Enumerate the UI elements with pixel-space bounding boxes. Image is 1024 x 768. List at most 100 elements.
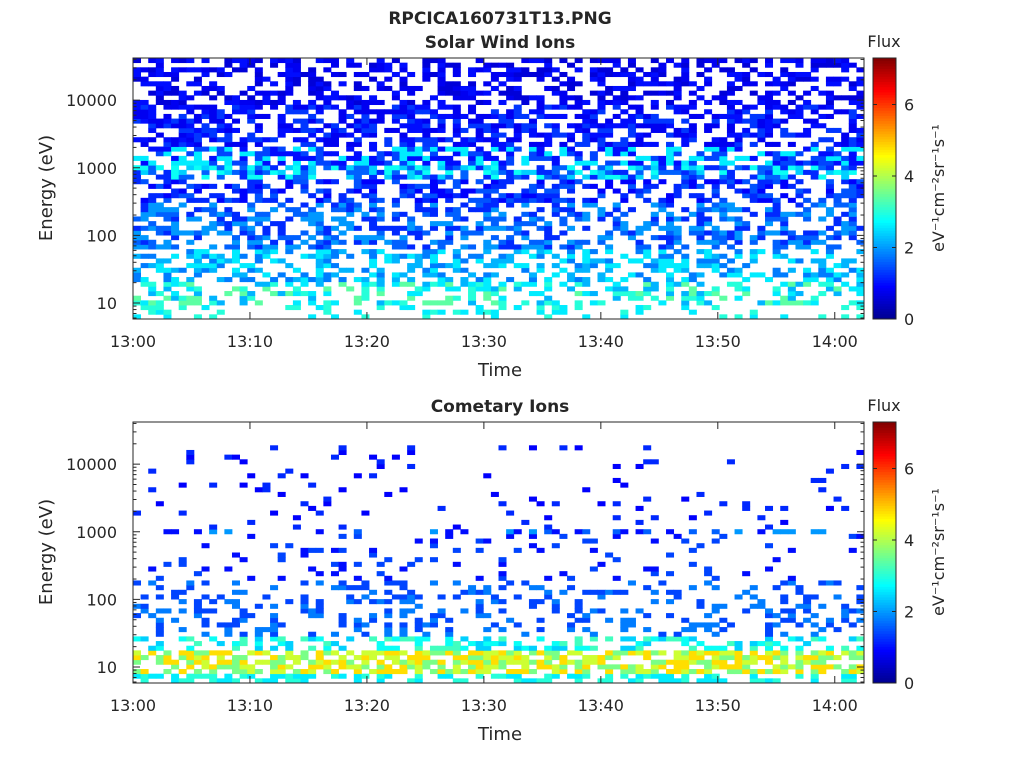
heatmap-cell (171, 267, 180, 273)
heatmap-cell (673, 165, 682, 171)
heatmap-cell (437, 608, 446, 614)
heatmap-cell (483, 659, 492, 665)
heatmap-cell (544, 67, 553, 73)
heatmap-cell (429, 529, 438, 535)
heatmap-cell (171, 594, 180, 600)
heatmap-cell (620, 95, 629, 101)
heatmap-cell (323, 291, 332, 297)
heatmap-cell (772, 650, 781, 656)
colorbar-segment (873, 183, 896, 187)
heatmap-cell (544, 655, 553, 661)
heatmap-cell (369, 617, 378, 623)
heatmap-cell (323, 123, 332, 129)
heatmap-cell (582, 174, 591, 180)
heatmap-cell (178, 127, 187, 133)
heatmap-cell (422, 309, 431, 315)
heatmap-cell (270, 58, 279, 64)
heatmap-cell (673, 146, 682, 152)
heatmap-cell (338, 281, 347, 287)
heatmap-cell (239, 141, 248, 147)
heatmap-cell (171, 67, 180, 73)
heatmap-cell (323, 197, 332, 203)
heatmap-cell (719, 659, 728, 665)
heatmap-cell (666, 613, 675, 619)
heatmap-cell (155, 627, 164, 633)
colorbar-segment (873, 667, 896, 671)
heatmap-cell (193, 76, 202, 82)
heatmap-cell (582, 99, 591, 106)
heatmap-cell (483, 155, 492, 161)
heatmap-cell (445, 85, 454, 92)
heatmap-cell (201, 594, 210, 600)
heatmap-cell (148, 90, 157, 96)
heatmap-cell (133, 67, 142, 73)
heatmap-cell (483, 589, 492, 595)
heatmap-cell (841, 645, 850, 651)
heatmap-cell (506, 253, 515, 259)
heatmap-cell (140, 76, 149, 82)
heatmap-cell (597, 58, 606, 64)
heatmap-cell (757, 641, 766, 647)
heatmap-cell (795, 589, 804, 595)
heatmap-cell (171, 211, 180, 217)
heatmap-cell (308, 235, 317, 241)
heatmap-cell (726, 169, 735, 175)
heatmap-cell (787, 575, 796, 581)
heatmap-cell (597, 146, 606, 152)
heatmap-cell (155, 225, 164, 231)
heatmap-cell (658, 659, 667, 665)
heatmap-cell (475, 538, 484, 544)
heatmap-cell (483, 286, 492, 292)
colorbar-segment (873, 539, 896, 543)
heatmap-cell (315, 225, 324, 231)
heatmap-cell (224, 454, 233, 460)
heatmap-cell (818, 650, 827, 656)
heatmap-cell (338, 566, 347, 572)
heatmap-cell (186, 104, 195, 110)
heatmap-cell (627, 151, 636, 157)
heatmap-cell (308, 160, 317, 166)
heatmap-cell (620, 645, 629, 651)
heatmap-cell (140, 211, 149, 217)
heatmap-cell (163, 169, 172, 175)
heatmap-cell (536, 599, 545, 605)
heatmap-cell (742, 659, 751, 665)
heatmap-cell (369, 473, 378, 479)
heatmap-cell (315, 118, 324, 124)
heatmap-cell (201, 225, 210, 231)
colorbar-segment (873, 581, 896, 585)
heatmap-cell (399, 193, 408, 199)
heatmap-cell (376, 211, 385, 217)
heatmap-cell (369, 141, 378, 147)
heatmap-cell (757, 193, 766, 199)
heatmap-cell (133, 109, 142, 115)
heatmap-cell (513, 193, 522, 199)
heatmap-cell (726, 216, 735, 222)
colorbar-segment (873, 531, 896, 535)
heatmap-cell (399, 165, 408, 171)
heatmap-cell (704, 580, 713, 586)
heatmap-cell (681, 183, 690, 189)
colorbar-segment (873, 201, 896, 205)
heatmap-cell (178, 118, 187, 124)
heatmap-cell (749, 193, 758, 199)
heatmap-cell (536, 244, 545, 250)
heatmap-cell (285, 85, 294, 92)
heatmap-cell (399, 113, 408, 119)
heatmap-cell (292, 174, 301, 180)
heatmap-cell (483, 113, 492, 119)
heatmap-cell (414, 197, 423, 203)
colorbar-segment (873, 672, 896, 676)
heatmap-cell (186, 58, 195, 64)
heatmap-cell (658, 249, 667, 255)
heatmap-cell (376, 459, 385, 465)
heatmap-cell (155, 594, 164, 600)
heatmap-cell (506, 67, 515, 73)
heatmap-cell (353, 71, 362, 78)
heatmap-cell (209, 183, 218, 189)
heatmap-cell (825, 127, 834, 133)
heatmap-cell (193, 81, 202, 87)
heatmap-cell (856, 99, 865, 106)
heatmap-cell (155, 123, 164, 129)
heatmap-cell (369, 99, 378, 106)
